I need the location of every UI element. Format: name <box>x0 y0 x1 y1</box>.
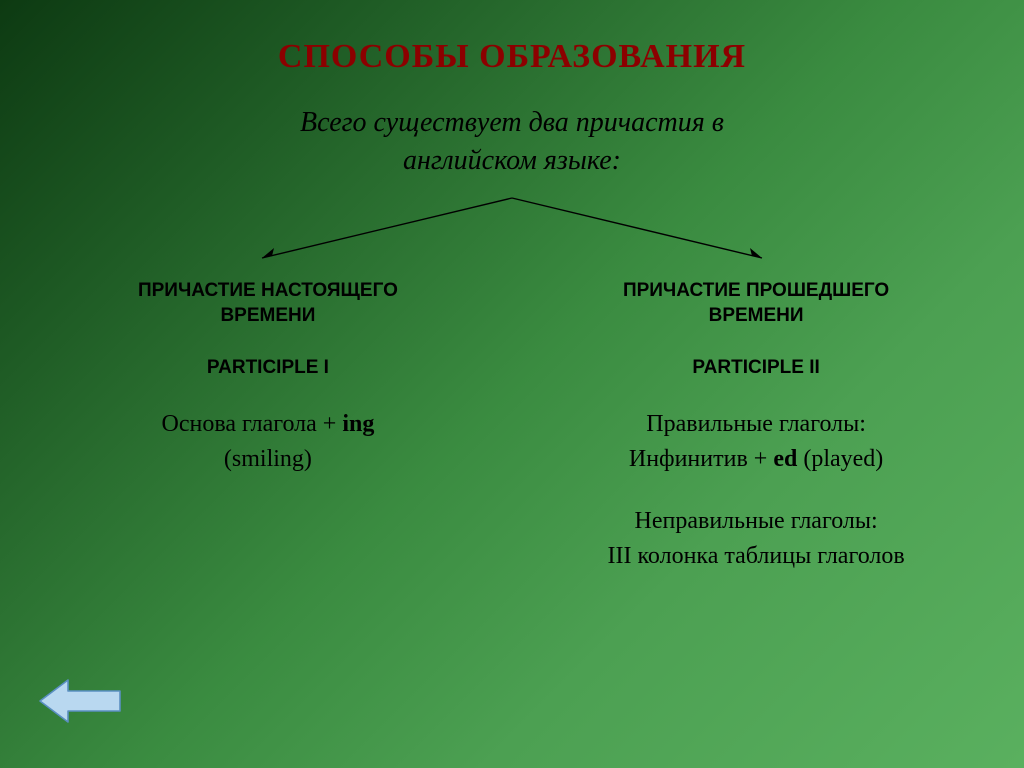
slide-title: СПОСОБЫ ОБРАЗОВАНИЯ <box>0 0 1024 76</box>
left-participle-label: PARTICIPLE I <box>60 357 476 379</box>
right-regular-label: Правильные глаголы: <box>646 411 866 437</box>
back-arrow-icon[interactable] <box>38 674 124 728</box>
left-heading-l2: ВРЕМЕНИ <box>220 305 315 326</box>
right-regular-bold: ed <box>773 446 797 472</box>
right-regular-prefix: Инфинитив + <box>629 446 773 472</box>
branch-diagram <box>202 192 822 272</box>
subtitle-line2: английском языке: <box>403 145 621 176</box>
right-regular: Правильные глаголы: Инфинитив + ed (play… <box>548 407 964 477</box>
right-irregular: Неправильные глаголы: III колонка таблиц… <box>548 504 964 574</box>
right-irregular-label: Неправильные глаголы: <box>635 508 878 534</box>
columns-container: ПРИЧАСТИЕ НАСТОЯЩЕГО ВРЕМЕНИ PARTICIPLE … <box>0 278 1024 574</box>
left-heading: ПРИЧАСТИЕ НАСТОЯЩЕГО ВРЕМЕНИ <box>60 278 476 329</box>
subtitle-line1: Всего существует два причастия в <box>300 107 724 138</box>
right-participle-label: PARTICIPLE II <box>548 357 964 379</box>
right-irregular-text: III колонка таблицы глаголов <box>607 543 904 569</box>
left-formation-prefix: Основа глагола + <box>161 411 342 437</box>
left-formation-bold: ing <box>342 411 374 437</box>
slide-subtitle: Всего существует два причастия в английс… <box>0 104 1024 180</box>
right-heading-l2: ВРЕМЕНИ <box>709 305 804 326</box>
left-formation: Основа глагола + ing (smiling) <box>60 407 476 477</box>
left-formation-example: (smiling) <box>224 446 312 472</box>
back-arrow-shape <box>40 680 120 722</box>
left-heading-l1: ПРИЧАСТИЕ НАСТОЯЩЕГО <box>138 280 398 301</box>
right-heading-l1: ПРИЧАСТИЕ ПРОШЕДШЕГО <box>623 280 889 301</box>
left-column: ПРИЧАСТИЕ НАСТОЯЩЕГО ВРЕМЕНИ PARTICIPLE … <box>60 278 476 574</box>
right-heading: ПРИЧАСТИЕ ПРОШЕДШЕГО ВРЕМЕНИ <box>548 278 964 329</box>
right-regular-example: (played) <box>797 446 883 472</box>
right-column: ПРИЧАСТИЕ ПРОШЕДШЕГО ВРЕМЕНИ PARTICIPLE … <box>548 278 964 574</box>
